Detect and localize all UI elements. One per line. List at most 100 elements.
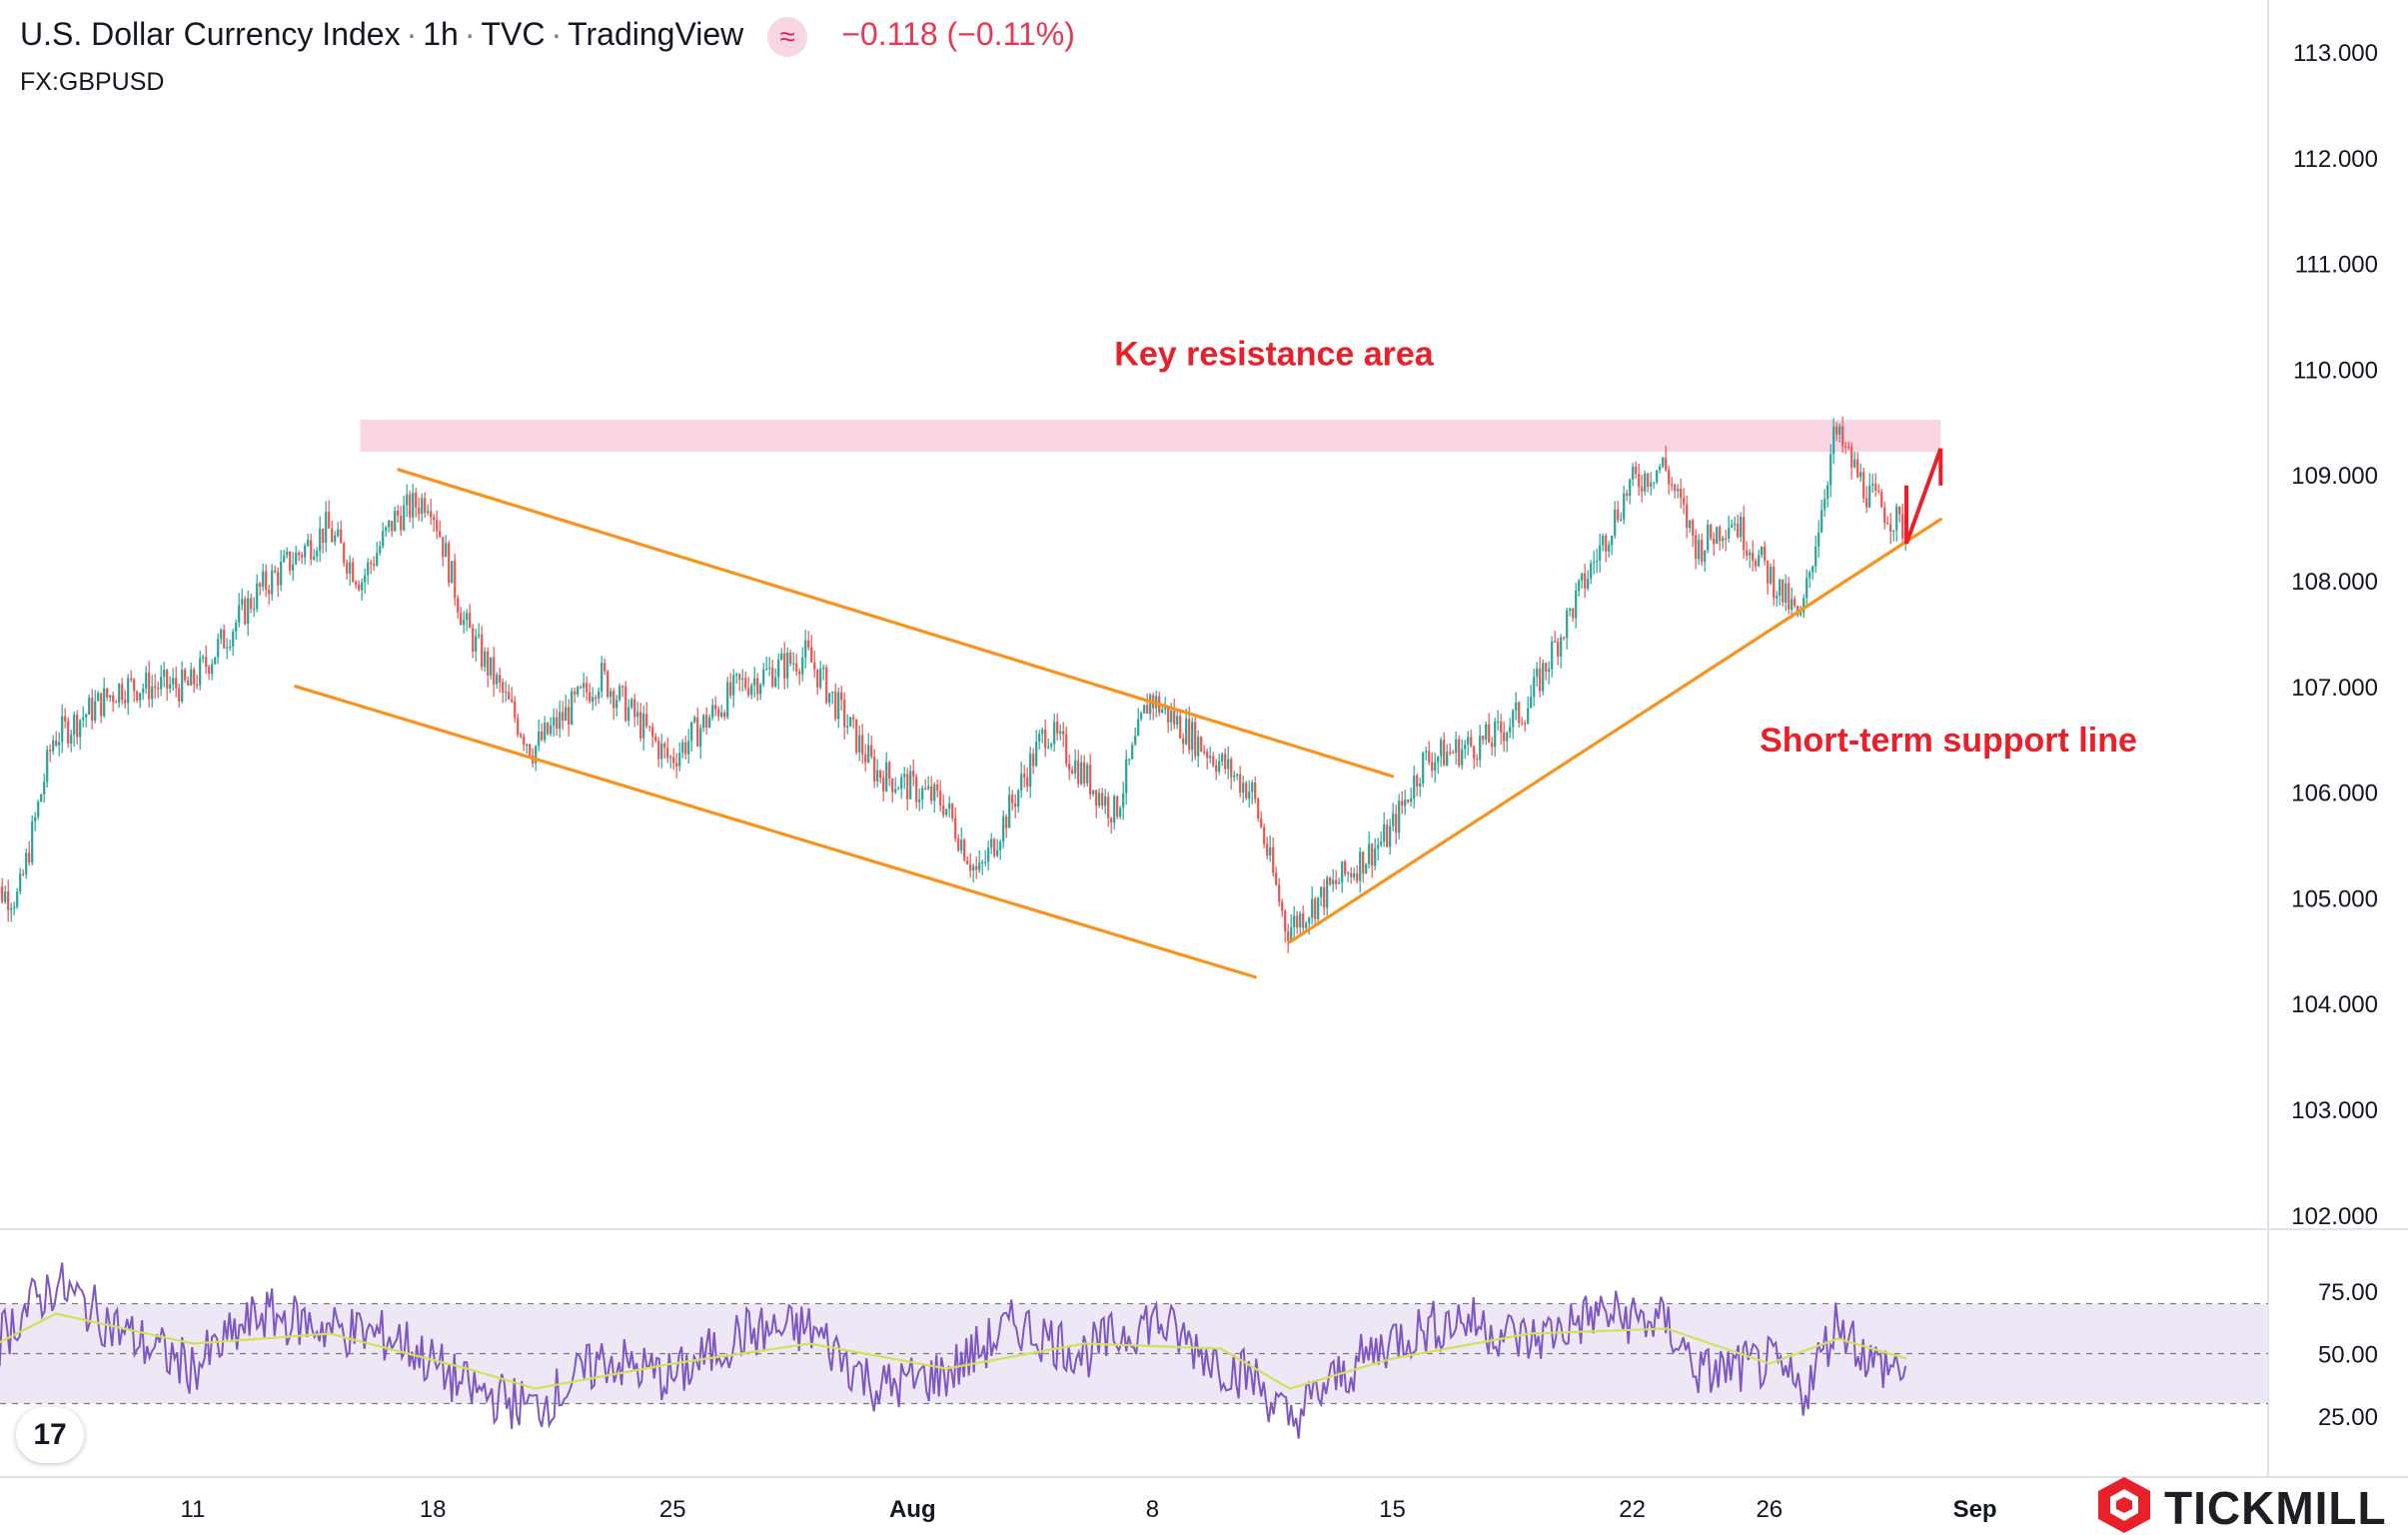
candle-body <box>151 686 154 700</box>
candle-body <box>1880 492 1883 508</box>
candle-body <box>1401 800 1404 806</box>
candle-body <box>1806 578 1808 599</box>
candle-body <box>1035 741 1038 767</box>
candle-body <box>1752 552 1755 562</box>
candle-body <box>490 657 493 676</box>
candle-body <box>1221 754 1224 762</box>
candle-body <box>361 582 364 591</box>
candle-body <box>145 673 148 689</box>
candle-body <box>1515 702 1518 711</box>
candle-body <box>879 769 882 778</box>
candle-body <box>118 684 121 704</box>
candle-body <box>1362 851 1365 874</box>
candle-body <box>1644 473 1647 492</box>
candle-body <box>1746 550 1749 556</box>
candle-body <box>885 762 888 791</box>
candle-body <box>523 737 526 746</box>
rsi-moving-average-line <box>0 1312 1907 1390</box>
candle-body <box>1734 523 1737 526</box>
candle-body <box>247 598 250 625</box>
candle-body <box>714 705 717 710</box>
data-status-icon[interactable]: ≈ <box>767 16 808 57</box>
candle-body <box>67 721 70 744</box>
candle-body <box>1167 706 1170 723</box>
candle-body <box>184 670 187 681</box>
candle-body <box>1101 792 1104 806</box>
candle-body <box>615 700 618 709</box>
candle-body <box>1665 457 1668 471</box>
candle-body <box>1230 759 1233 777</box>
candle-body <box>382 531 385 547</box>
candle-body <box>1134 736 1137 746</box>
candle-body <box>1215 765 1218 772</box>
candle-body <box>259 583 262 588</box>
candle-body <box>1497 721 1500 724</box>
chart-title[interactable]: U.S. Dollar Currency Index <box>20 16 401 52</box>
candle-body <box>1647 473 1650 487</box>
candle-body <box>289 551 292 572</box>
candle-body <box>4 891 7 902</box>
candle-body <box>654 737 657 742</box>
candle-body <box>76 715 79 738</box>
candle-body <box>1871 484 1874 486</box>
candle-body <box>85 714 88 718</box>
candle-body <box>1476 759 1479 761</box>
candle-body <box>1563 637 1566 639</box>
trendline-channel-lower[interactable] <box>294 685 1257 979</box>
candle-body <box>642 714 645 739</box>
candle-body <box>1587 579 1590 590</box>
candle-body <box>337 529 340 537</box>
candle-body <box>1044 730 1047 749</box>
candle-body <box>79 720 82 738</box>
candle-body <box>433 517 436 521</box>
candle-body <box>810 647 813 663</box>
candle-body <box>277 572 280 586</box>
candle-body <box>990 838 993 848</box>
candle-body <box>1716 527 1719 545</box>
price-tick-label: 103.000 <box>2291 1097 2378 1124</box>
candle-body <box>1239 773 1242 793</box>
candle-body <box>244 599 247 625</box>
candle-body <box>1656 470 1659 483</box>
tradingview-logo-icon[interactable]: 17 <box>16 1407 84 1463</box>
trendline-channel-upper[interactable] <box>397 468 1395 778</box>
candle-body <box>415 493 418 508</box>
candle-body <box>1086 765 1089 783</box>
candle-body <box>1533 677 1536 698</box>
candle-body <box>627 707 630 722</box>
candle-body <box>816 669 819 688</box>
trendline-short-term-support[interactable] <box>1287 518 1942 944</box>
candle-body <box>157 688 160 690</box>
candle-body <box>1473 746 1476 760</box>
candle-body <box>1203 751 1206 754</box>
candle-body <box>945 808 948 815</box>
candle-body <box>1569 608 1572 611</box>
price-tick-label: 111.000 <box>2295 252 2378 279</box>
projection-arrow[interactable] <box>1904 448 1943 545</box>
candle-body <box>1416 775 1419 787</box>
candle-body <box>130 678 133 680</box>
price-tick-label: 107.000 <box>2291 675 2378 702</box>
candle-body <box>538 732 541 747</box>
candle-body <box>1236 773 1239 776</box>
candle-body <box>825 667 828 704</box>
candle-body <box>1877 490 1880 493</box>
candle-body <box>94 701 97 722</box>
candle-body <box>1011 794 1014 803</box>
candle-body <box>636 712 639 718</box>
candle-body <box>1038 734 1041 742</box>
candle-body <box>849 717 852 727</box>
candle-body <box>1638 474 1641 488</box>
candle-body <box>1536 668 1539 678</box>
candle-body <box>765 668 768 671</box>
candle-body <box>172 678 175 685</box>
candle-body <box>1233 775 1236 777</box>
candle-body <box>103 688 106 717</box>
candle-body <box>1071 769 1074 774</box>
candle-body <box>843 700 846 728</box>
interval-label[interactable]: 1h <box>423 16 459 52</box>
candle-body <box>142 688 145 694</box>
candle-body <box>1005 816 1008 828</box>
symbol-label: FX:GBPUSD <box>20 68 165 96</box>
